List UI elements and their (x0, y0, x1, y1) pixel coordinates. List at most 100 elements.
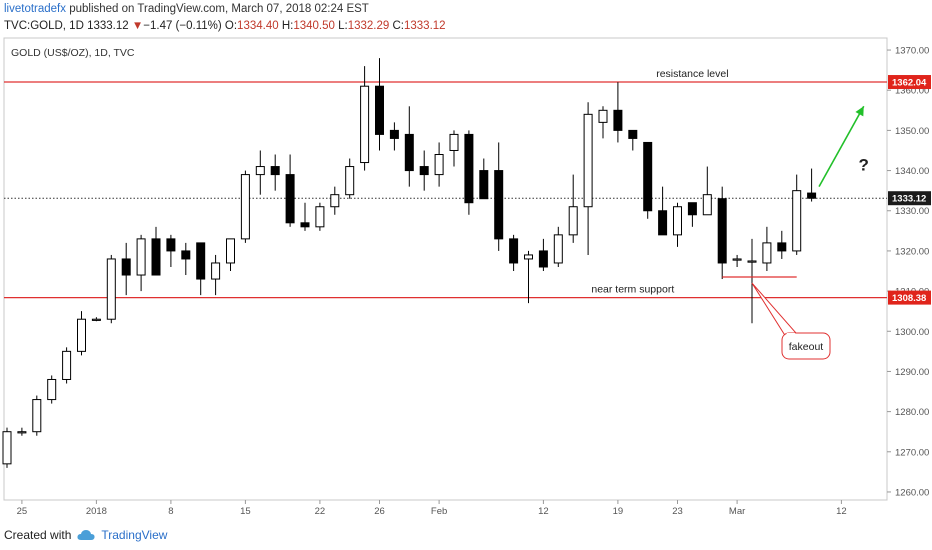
candle-body (598, 109, 608, 123)
candle (628, 129, 638, 151)
candle (643, 141, 653, 219)
candle-body (211, 262, 221, 280)
author-link[interactable]: livetotradefx (4, 3, 67, 15)
y-tick-label: 1270.00 (895, 447, 929, 458)
level-badge-label: 1308.38 (892, 293, 926, 304)
candle-body (583, 113, 593, 208)
candle-body (687, 202, 697, 216)
candle-body (240, 174, 250, 240)
x-tick-label: Feb (431, 506, 447, 517)
candle (62, 347, 72, 384)
candle (240, 170, 250, 243)
candle (568, 174, 578, 243)
low-label: L: (338, 20, 348, 32)
candle (553, 226, 563, 267)
y-tick-label: 1340.00 (895, 166, 929, 177)
candle (166, 234, 176, 267)
candle (375, 58, 384, 151)
candle-body (628, 129, 638, 139)
candle (673, 202, 682, 247)
candle-body (315, 206, 325, 228)
candles (2, 58, 817, 468)
candle-body (479, 170, 489, 200)
candle-body (643, 141, 653, 212)
candle-body (613, 109, 623, 131)
candle (538, 238, 548, 272)
low-value: 1332.29 (347, 20, 390, 32)
candle-body (17, 431, 27, 434)
candle-body (106, 258, 116, 320)
x-tick-label: 26 (374, 506, 385, 517)
candle (91, 317, 101, 322)
resistance-level-label: resistance level (656, 68, 728, 80)
candle (658, 186, 668, 236)
candle-body (136, 238, 146, 276)
chart-background (0, 36, 932, 522)
green-arrow-head (855, 106, 864, 117)
candle (255, 150, 265, 195)
y-tick-label: 1330.00 (895, 206, 929, 217)
fakeout-callout-box (781, 332, 831, 360)
candle-body (419, 166, 429, 176)
candle (47, 375, 57, 404)
candle-body (270, 166, 280, 176)
y-tick-label: 1370.00 (895, 46, 929, 57)
candle (360, 66, 370, 171)
candle-body (375, 85, 384, 135)
x-tick-label: 15 (240, 506, 251, 517)
candle-body (121, 258, 131, 276)
candle (196, 242, 206, 296)
candle (270, 154, 280, 191)
candle (598, 106, 608, 139)
candle (181, 242, 191, 276)
candle-body (285, 174, 295, 224)
candle (732, 254, 742, 267)
candle (32, 395, 42, 436)
candle (330, 186, 340, 215)
candle-body (404, 133, 414, 172)
candle (106, 254, 116, 324)
candle (702, 166, 712, 216)
close-label: C: (392, 20, 404, 32)
x-tick-label: 2018 (86, 506, 107, 517)
candle-body (673, 206, 682, 236)
candle-body (553, 234, 563, 264)
x-tick-label: 23 (672, 506, 683, 517)
candle-body (658, 210, 668, 236)
candle-body (151, 238, 161, 276)
candle-body (330, 194, 340, 208)
change-value: −1.47 (−0.11%) (143, 20, 222, 32)
candle-body (47, 378, 57, 401)
y-tick-label: 1260.00 (895, 487, 929, 498)
candle (494, 142, 504, 251)
candle (226, 238, 235, 272)
x-axis: 25 2018 8 15 22 26 Feb 12 19 23 Mar 12 (17, 500, 847, 517)
chart-title: GOLD (US$/OZ), 1D, TVC (11, 47, 135, 59)
candle (315, 202, 325, 231)
candle-body (77, 318, 86, 352)
candle (464, 130, 474, 215)
last-price-badge (888, 191, 931, 206)
tradingview-brand-link[interactable]: TradingView (101, 528, 168, 542)
y-tick-label: 1280.00 (895, 407, 929, 418)
fakeout-label: fakeout (789, 341, 824, 353)
near-term-support-label: near term support (591, 284, 674, 296)
candle (404, 106, 414, 187)
candle (77, 311, 86, 356)
last-price-badge-label: 1333.12 (892, 194, 926, 205)
candle (449, 130, 459, 167)
question-mark-label: ? (859, 156, 869, 175)
candle (136, 234, 146, 292)
candle (613, 82, 623, 143)
published-text: published on TradingView.com, March 07, … (69, 3, 369, 15)
high-label: H: (281, 20, 294, 32)
candle (583, 102, 593, 255)
candlestick-chart[interactable]: 1260.001270.001280.001290.001300.001310.… (0, 36, 932, 522)
quote-line: TVC:GOLD, 1D 1333.12 ▼−1.47 (−0.11%) O:1… (4, 19, 446, 34)
candle (762, 226, 772, 272)
candle (777, 230, 787, 259)
open-label: O: (224, 20, 238, 32)
down-arrow-icon: ▼ (131, 20, 144, 32)
candle-body (494, 170, 504, 240)
close-value: 1333.12 (403, 20, 446, 32)
